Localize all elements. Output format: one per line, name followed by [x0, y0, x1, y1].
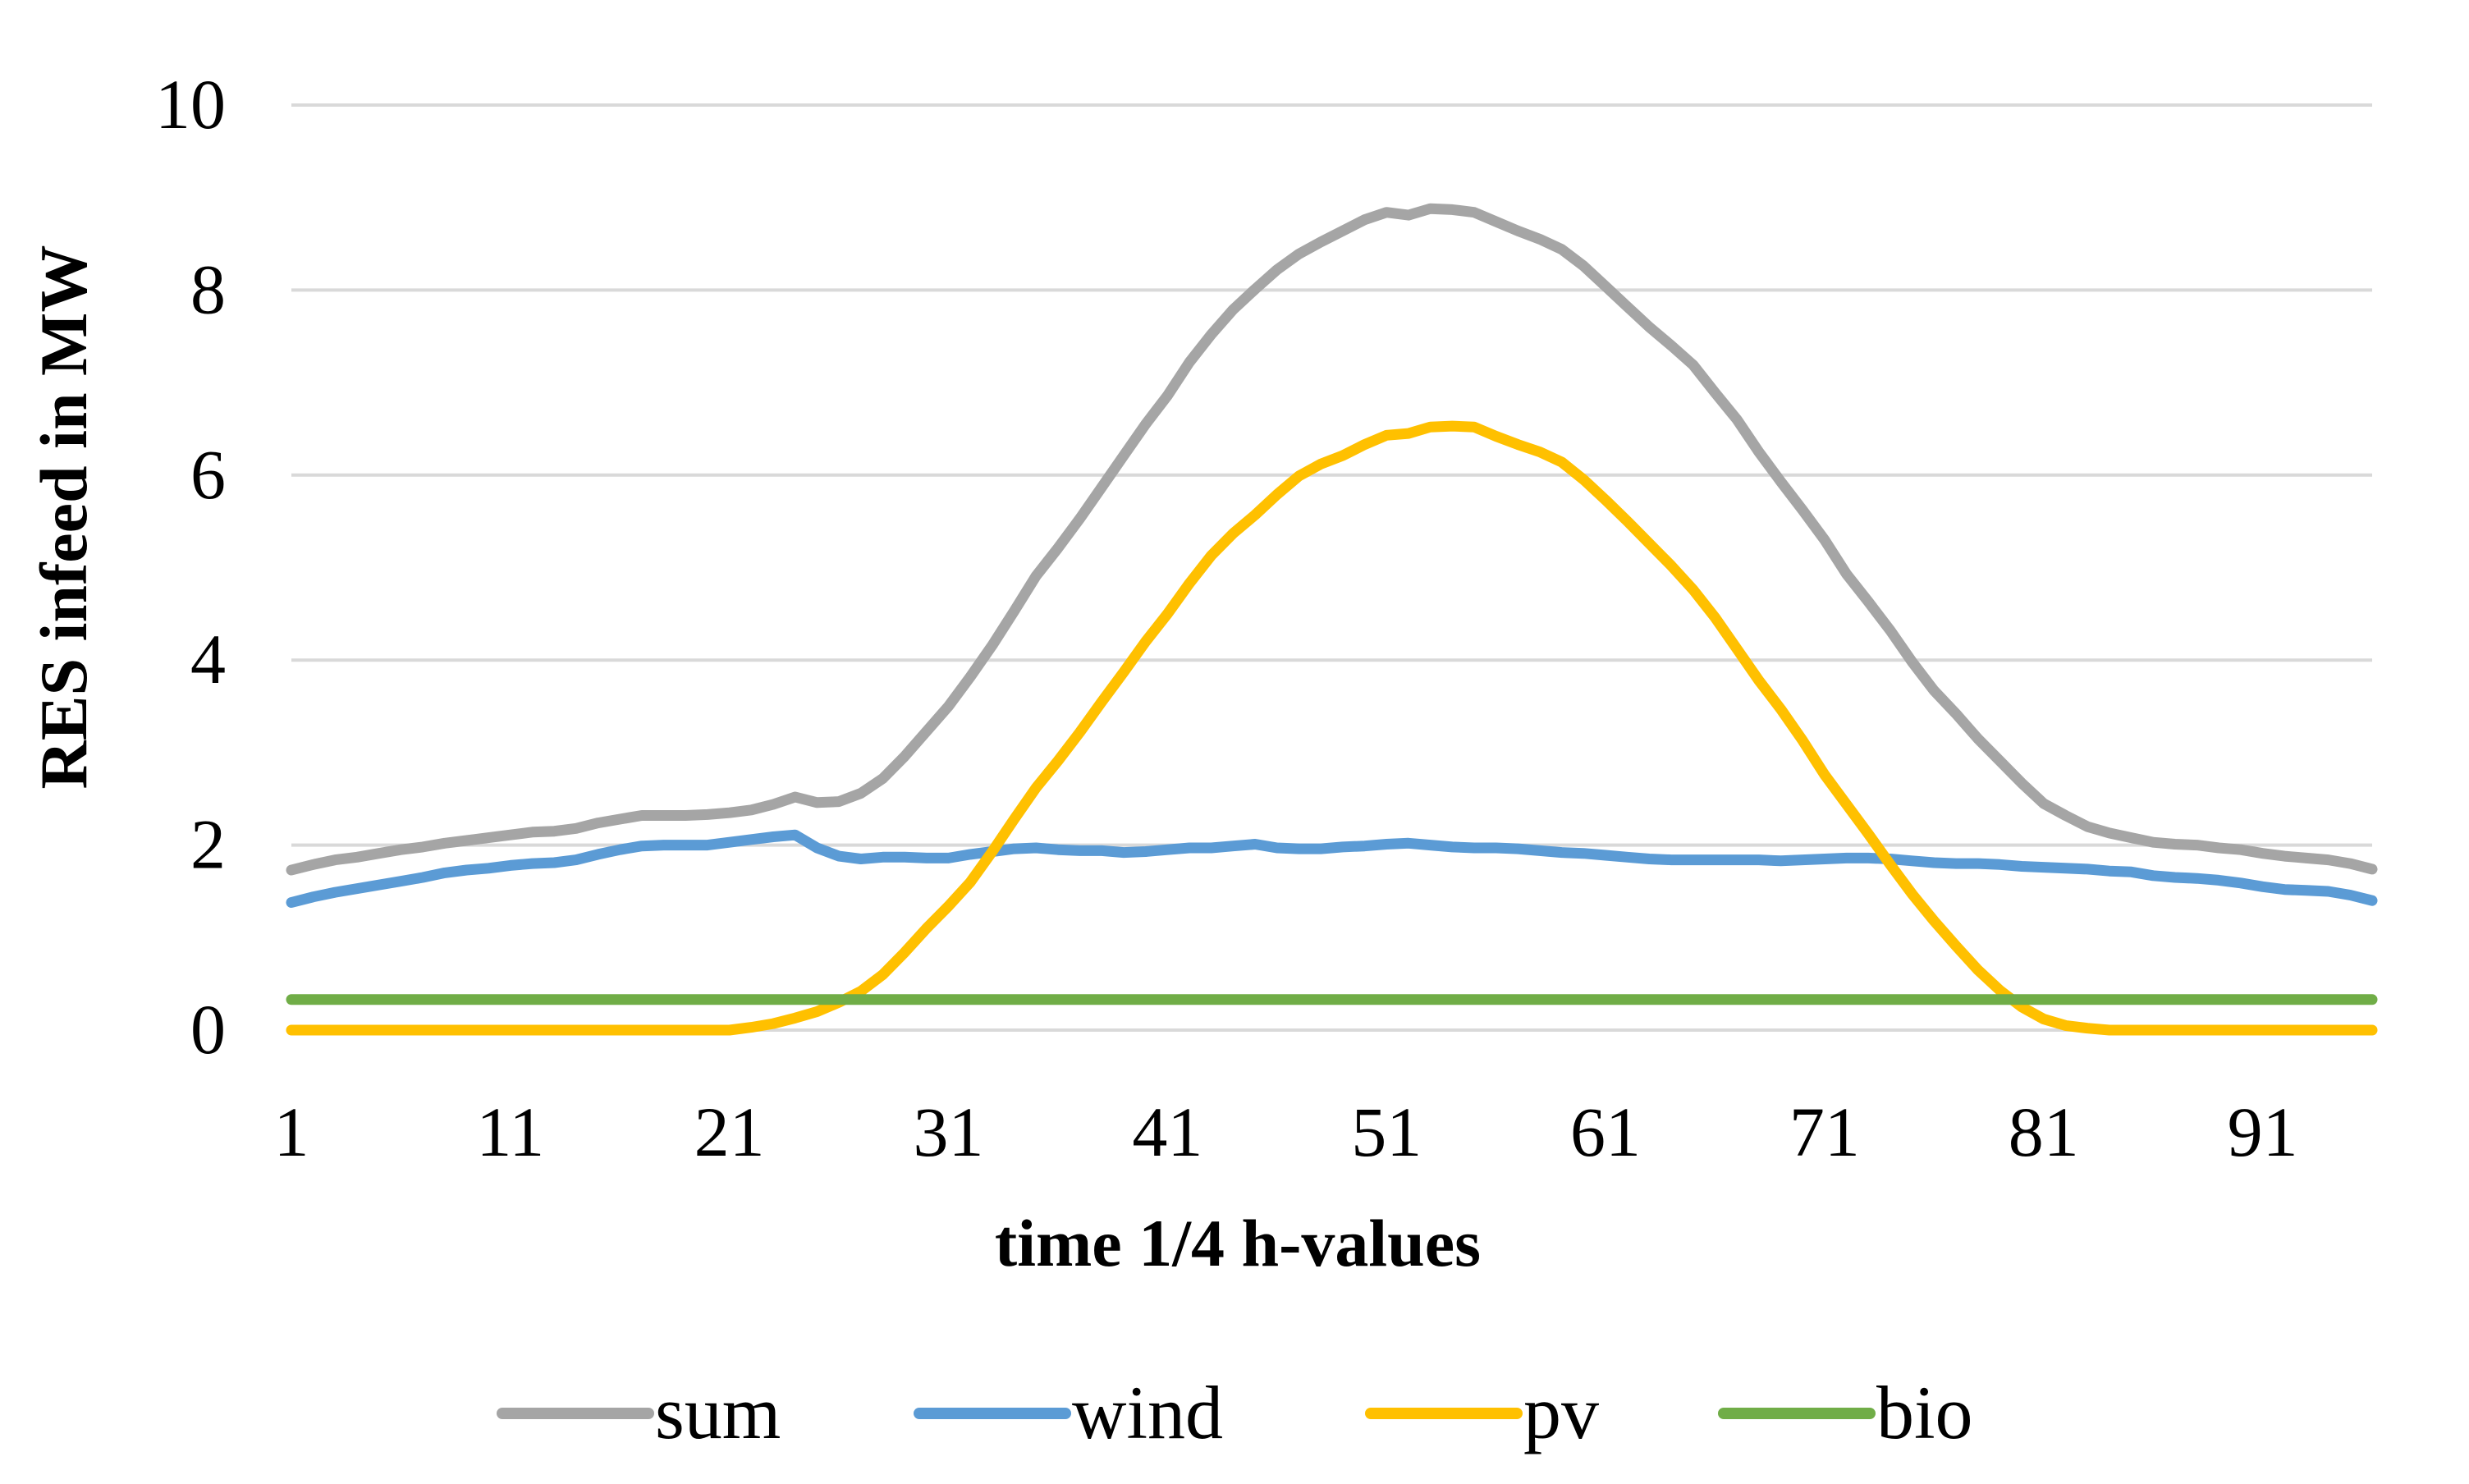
y-tick-label-6: 6: [190, 435, 226, 514]
x-tick-label-81: 81: [2009, 1092, 2079, 1171]
legend-label-bio: bio: [1876, 1371, 1973, 1454]
series-line-pv: [286, 420, 2378, 1036]
series-line-sum: [286, 203, 2378, 876]
y-tick-label-8: 8: [190, 250, 226, 328]
series-line-wind: [286, 829, 2378, 908]
x-axis-title: time 1/4 h-values: [995, 1206, 1481, 1280]
x-tick-label-71: 71: [1789, 1092, 1860, 1171]
y-axis-ticks: 0 2 4 6 8 10: [155, 65, 226, 1069]
x-tick-label-51: 51: [1351, 1092, 1422, 1171]
legend-item-sum: sum: [497, 1371, 781, 1454]
legend-item-pv: pv: [1365, 1371, 1599, 1454]
x-tick-label-31: 31: [914, 1092, 984, 1171]
legend-item-wind: wind: [914, 1371, 1223, 1454]
x-tick-label-11: 11: [476, 1092, 544, 1171]
plot-area: [286, 203, 2378, 1036]
y-tick-label-0: 0: [190, 990, 226, 1069]
legend-label-wind: wind: [1072, 1371, 1223, 1454]
x-tick-label-41: 41: [1132, 1092, 1202, 1171]
y-tick-label-2: 2: [190, 805, 226, 884]
legend-label-sum: sum: [655, 1371, 781, 1454]
x-tick-label-61: 61: [1570, 1092, 1641, 1171]
y-tick-label-10: 10: [155, 65, 226, 144]
x-tick-label-21: 21: [694, 1092, 765, 1171]
y-axis-title: RES infeed in MW: [26, 245, 101, 790]
x-axis-ticks: 1 11 21 31 41 51 61 71 81 91: [274, 1092, 2298, 1171]
x-tick-label-1: 1: [274, 1092, 309, 1171]
legend-item-bio: bio: [1718, 1371, 1973, 1454]
x-tick-label-91: 91: [2228, 1092, 2298, 1171]
legend-label-pv: pv: [1523, 1371, 1599, 1454]
legend: sum wind pv bio: [497, 1371, 1973, 1454]
y-tick-label-4: 4: [190, 620, 226, 698]
